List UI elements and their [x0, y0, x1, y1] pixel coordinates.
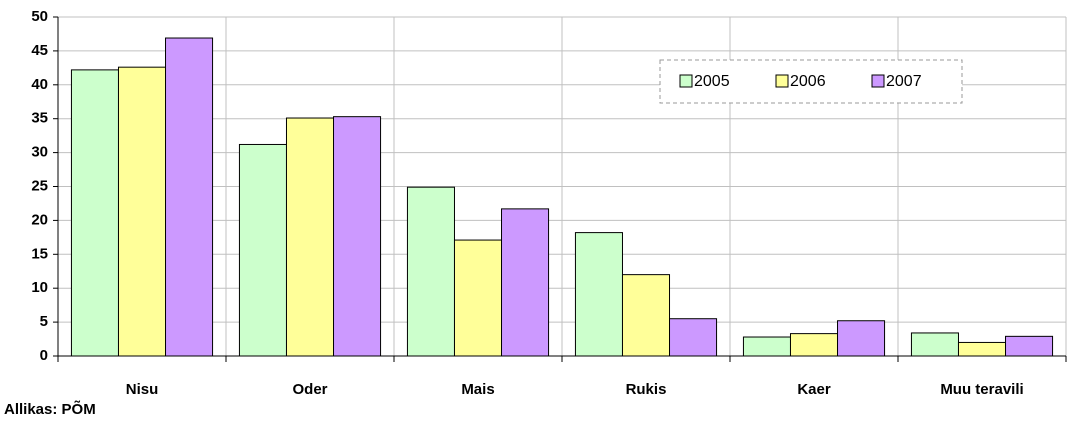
source-note: Allikas: PÕM	[4, 400, 96, 418]
legend-label: 2007	[886, 73, 922, 90]
bar	[70, 69, 119, 357]
bar	[117, 66, 167, 357]
y-tick-label: 30	[31, 144, 48, 161]
bar	[333, 116, 382, 357]
bar	[621, 274, 671, 357]
bar	[406, 186, 455, 357]
bar	[453, 239, 503, 357]
y-tick-label: 5	[40, 313, 48, 330]
bar	[165, 37, 214, 357]
bar	[742, 336, 791, 357]
y-tick-label: 45	[31, 42, 48, 59]
y-tick-label: 25	[31, 177, 48, 194]
y-tick-label: 10	[31, 279, 48, 296]
bar	[837, 320, 886, 357]
legend-swatch	[871, 74, 885, 88]
y-tick-label: 50	[31, 8, 48, 25]
bar	[238, 143, 287, 357]
x-tick-label: Kaer	[797, 381, 831, 398]
y-tick-label: 35	[31, 110, 48, 127]
legend-label: 2006	[790, 73, 826, 90]
y-tick-label: 40	[31, 76, 48, 93]
y-tick-label: 15	[31, 245, 48, 262]
legend: 2005 2006 2007	[659, 59, 963, 104]
x-tick-label: Oder	[292, 381, 327, 398]
y-tick-label: 20	[31, 211, 48, 228]
x-tick-label: Muu teravili	[940, 381, 1023, 398]
y-tick-label: 0	[40, 347, 48, 364]
legend-swatch	[679, 74, 693, 88]
bar	[669, 318, 718, 357]
bar	[501, 208, 550, 357]
bar	[910, 332, 959, 357]
legend-label: 2005	[694, 73, 730, 90]
legend-swatch	[775, 74, 789, 88]
x-tick-label: Rukis	[626, 381, 667, 398]
bar	[574, 232, 623, 357]
x-tick-label: Nisu	[126, 381, 159, 398]
legend-box	[659, 59, 963, 104]
bar	[789, 333, 839, 357]
x-tick-label: Mais	[461, 381, 494, 398]
bar	[1005, 335, 1054, 357]
bar	[285, 117, 335, 357]
bar	[957, 341, 1007, 357]
